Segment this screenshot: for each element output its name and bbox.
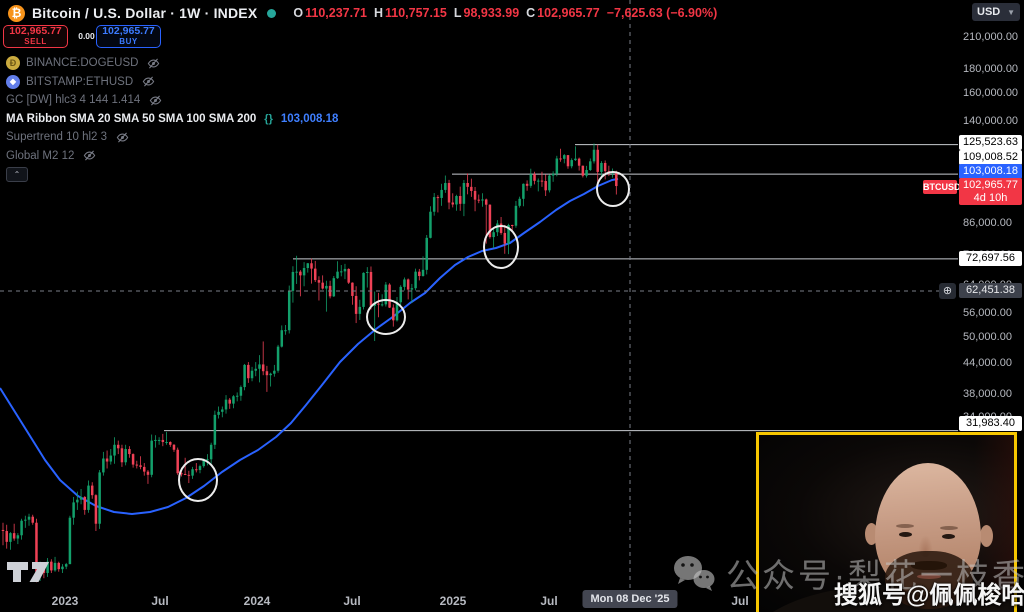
circle-annotation[interactable] [178,458,218,502]
symbol-price-tag: BTCUSD [923,180,961,194]
candle-countdown: 4d 10h [973,192,1008,204]
price-tick: 50,000.00 [963,330,1012,343]
indicator-row-dogeusd[interactable]: Ð BINANCE:DOGEUSD [6,54,338,73]
circle-annotation[interactable] [596,171,630,207]
dogecoin-icon: Ð [6,56,20,71]
time-tick: 2025 [439,594,467,608]
indicator-row-gc[interactable]: GC [DW] hlc3 4 144 1.414 [6,91,338,110]
buy-button[interactable]: 102,965.77 BUY [96,24,161,48]
close-label: C [526,6,536,20]
bitcoin-icon: ₿ [8,4,25,22]
price-tick: 140,000.00 [963,115,1019,128]
level-price-label: 72,697.56 [959,250,1022,266]
streamer-eyebrow [940,526,958,530]
streamer-mustache [911,561,947,570]
streamer-ear [865,523,878,545]
open-label: O [293,6,304,20]
ma-value-label: 103,008.18 [959,163,1022,179]
close-value: 102,965.77 [537,6,600,20]
buy-label: BUY [119,37,138,47]
indicator-label: BINANCE:DOGEUSD [26,57,139,70]
spread-value: 0.00 [78,31,95,41]
eye-hidden-icon[interactable] [83,149,96,162]
sell-price: 102,965.77 [9,24,62,37]
buy-price: 102,965.77 [102,24,155,37]
tradingview-logo[interactable] [6,561,72,583]
time-tick: 2024 [243,594,271,608]
indicator-value: 103,008.18 [280,112,339,125]
streamer-eye [899,532,912,537]
price-tick: 210,000.00 [963,30,1019,43]
last-price-value: 102,965.77 [962,179,1019,191]
sell-button[interactable]: 102,965.77 SELL [3,24,68,48]
loading-braces-icon: {} [264,112,273,125]
webcam-shading [974,435,1014,612]
price-axis[interactable]: 210,000.00 180,000.00 160,000.00 140,000.00… [923,0,1024,588]
symbol-title[interactable]: Bitcoin / U.S. Dollar · 1W · INDEX [32,5,258,21]
trade-panel: 102,965.77 SELL 0.00 102,965.77 BUY [3,24,161,48]
ma-ribbon-line[interactable] [0,178,619,515]
streamer-eyebrow [896,524,914,528]
open-value: 110,237.71 [305,6,367,20]
indicator-label: MA Ribbon SMA 20 SMA 50 SMA 100 SMA 200 [6,112,257,125]
circle-annotation[interactable] [483,225,519,269]
currency-selector[interactable]: USD ▼ [972,3,1020,21]
circle-annotation[interactable] [366,299,406,335]
time-tick: Jul [151,594,169,608]
price-tick: 56,000.00 [963,307,1012,319]
streamer-beard [885,551,973,609]
indicator-row-ethusd[interactable]: ◆ BITSTAMP:ETHUSD [6,73,338,92]
collapse-indicators-button[interactable]: ⌃ [6,167,28,182]
candlestick-chart[interactable] [0,0,1024,588]
indicator-row-supertrend[interactable]: Supertrend 10 hl2 3 [6,128,338,147]
low-label: L [453,6,462,20]
streamer-lip [917,574,941,579]
ethereum-icon: ◆ [6,74,20,89]
indicator-row-ma-ribbon[interactable]: MA Ribbon SMA 20 SMA 50 SMA 100 SMA 200 … [6,110,338,129]
webcam-overlay[interactable] [756,432,1017,612]
level-price-label: 31,983.40 [959,415,1022,431]
low-value: 98,933.99 [463,6,520,20]
time-tick: 2023 [51,594,79,608]
streamer-eye [942,534,955,539]
currency-value: USD [977,6,1001,18]
add-alert-button[interactable]: ⊕ [939,283,956,299]
price-tick: 86,000.00 [963,217,1012,230]
level-price-label: 125,523.63 [959,134,1022,150]
indicator-label: Global M2 12 [6,149,75,162]
indicator-label: GC [DW] hlc3 4 144 1.414 [6,94,141,107]
time-tick: Jul [343,594,361,608]
streamer-ear [980,525,993,547]
crosshair-price-label: 62,451.38 [959,283,1022,298]
ohlc-values: O 110,237.71 H 110,757.15 L 98,933.99 C … [286,6,717,20]
sell-label: SELL [24,37,47,47]
indicator-legend: Ð BINANCE:DOGEUSD ◆ BITSTAMP:ETHUSD GC [… [6,54,338,165]
high-label: H [373,6,384,20]
price-tick: 160,000.00 [963,87,1019,100]
last-price-label: 102,965.77 4d 10h [959,178,1022,205]
price-tick: 180,000.00 [963,62,1019,75]
candlestick-series [1,143,618,583]
chevron-down-icon: ▼ [1007,7,1015,17]
eye-hidden-icon[interactable] [142,75,155,88]
time-axis[interactable]: Mon 08 Dec '25 2023 Jul 2024 Jul 2025 Jul Jul [0,588,958,612]
price-tick: 44,000.00 [963,357,1012,370]
eye-hidden-icon[interactable] [116,131,129,144]
time-tick: Jul [731,594,749,608]
indicator-row-global-m2[interactable]: Global M2 12 [6,147,338,166]
eye-hidden-icon[interactable] [147,57,160,70]
market-status-dot [267,8,277,18]
symbol-header: ₿ Bitcoin / U.S. Dollar · 1W · INDEX O 1… [8,3,717,23]
level-price-label: 109,008.52 [959,149,1022,165]
indicator-label: Supertrend 10 hl2 3 [6,131,108,144]
eye-hidden-icon[interactable] [149,94,162,107]
change-value: −7,625.63 (−6.90%) [606,6,718,20]
time-tick: Jul [540,594,558,608]
crosshair-date-label: Mon 08 Dec '25 [582,590,678,608]
high-value: 110,757.15 [385,6,447,20]
indicator-label: BITSTAMP:ETHUSD [26,75,134,88]
price-tick: 38,000.00 [963,388,1012,401]
